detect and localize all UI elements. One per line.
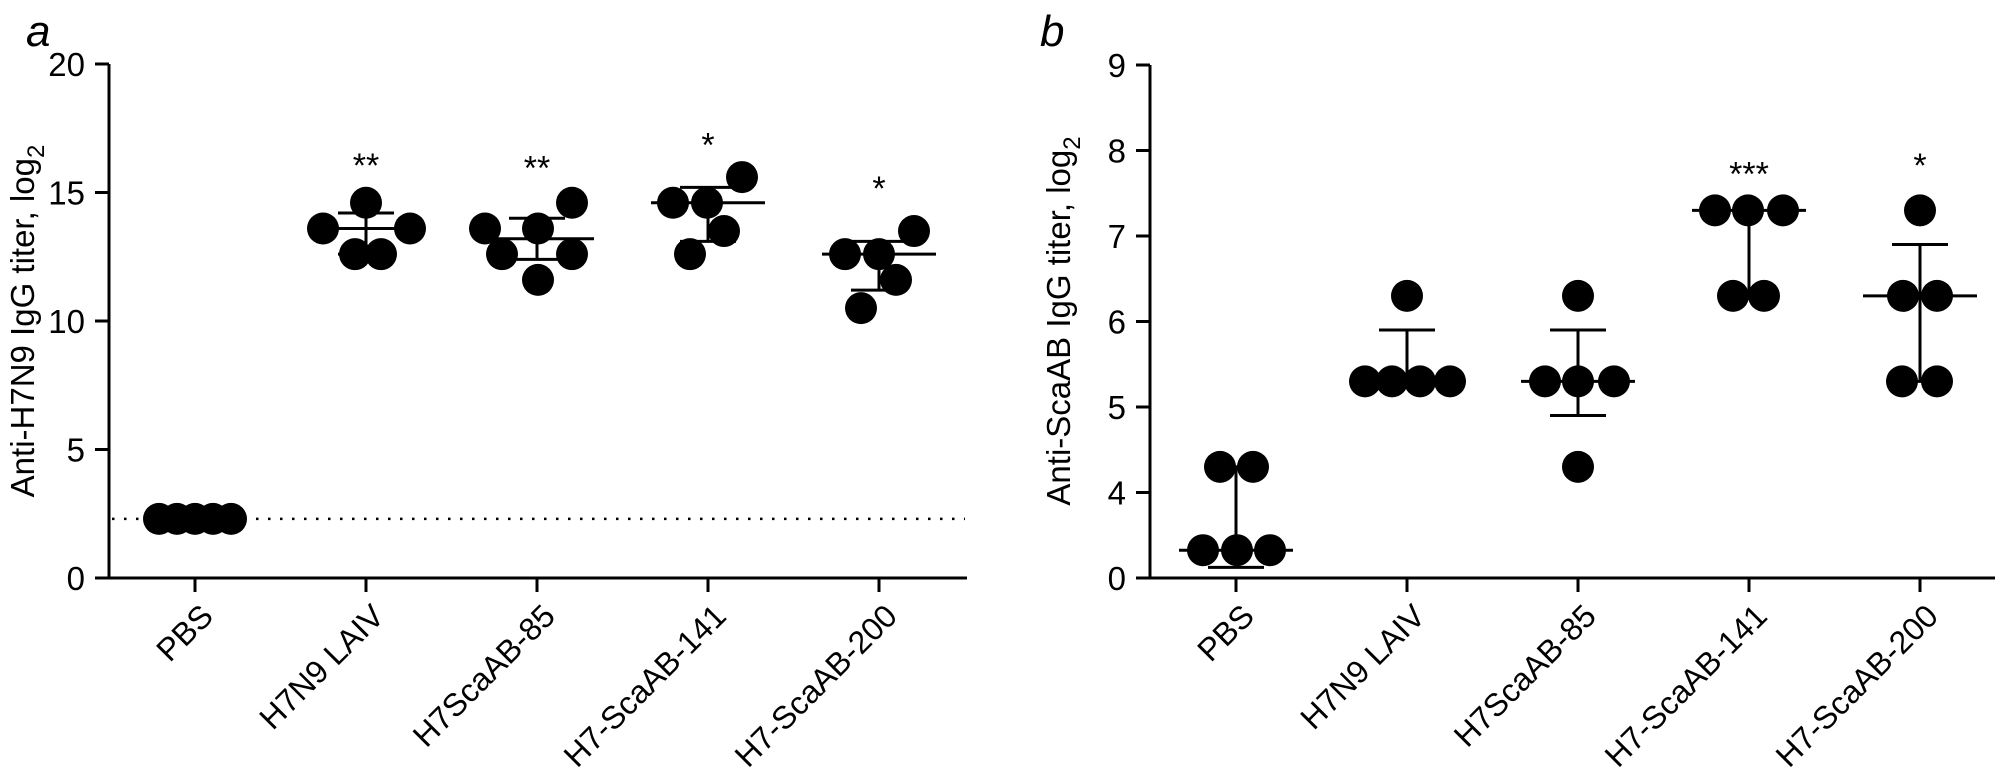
data-point: [1349, 365, 1381, 398]
data-point: [1921, 279, 1953, 312]
x-category-label: H7N9 LAIV: [252, 597, 391, 736]
data-point: [1391, 279, 1423, 312]
y-tick-label: 0: [67, 560, 85, 597]
data-point: [350, 186, 382, 219]
data-point: [1237, 450, 1269, 483]
data-point: [1204, 450, 1236, 483]
data-point: [1904, 194, 1936, 227]
data-point: [674, 238, 706, 271]
group-H7ScaAB-85: [1521, 279, 1635, 483]
x-category-label: H7-ScaAB-141: [557, 597, 733, 773]
data-point: [845, 292, 877, 325]
data-point: [726, 161, 758, 194]
y-tick-label: 4: [1108, 475, 1126, 512]
significance-label: **: [524, 150, 550, 188]
x-category-label: H7N9 LAIV: [1293, 597, 1432, 736]
data-point: [1404, 365, 1436, 398]
significance-label: **: [353, 147, 379, 185]
data-point: [1717, 279, 1749, 312]
data-point: [1434, 365, 1466, 398]
data-point: [486, 238, 518, 271]
data-point: [1562, 450, 1594, 483]
data-point: [522, 263, 554, 296]
data-point: [1529, 365, 1561, 398]
x-category-label: H7-ScaAB-200: [1769, 597, 1945, 773]
data-point: [708, 215, 740, 248]
data-point: [829, 238, 861, 271]
group-H7-ScaAB-141: ***: [1692, 156, 1806, 312]
y-tick-label: 8: [1108, 133, 1126, 170]
x-category-label: PBS: [149, 597, 220, 668]
data-point: [556, 186, 588, 219]
y-tick-label: 20: [48, 46, 85, 83]
data-point: [1562, 365, 1594, 398]
data-point: [522, 212, 554, 245]
data-point: [1887, 279, 1919, 312]
data-point: [863, 238, 895, 271]
group-H7-ScaAB-141: *: [651, 127, 765, 271]
panel-b: b 0 4 5 6 7 8 9 Anti-ScaAB IgG titer, log2 PBS H7N…: [1040, 7, 1995, 774]
y-tick-label: 10: [48, 303, 85, 340]
data-point: [657, 186, 689, 219]
data-point: [394, 212, 426, 245]
data-point: [1254, 534, 1286, 567]
data-point: [1699, 194, 1731, 227]
group-PBS: [1179, 450, 1293, 569]
data-point: [691, 186, 723, 219]
panel-label-b: b: [1040, 7, 1064, 56]
x-category-label: H7-ScaAB-141: [1598, 597, 1774, 773]
x-category-label: H7ScaAB-85: [1447, 597, 1603, 753]
significance-label: *: [701, 127, 714, 165]
data-point: [1767, 194, 1799, 227]
x-category-label: H7ScaAB-85: [406, 597, 562, 753]
data-point: [1187, 534, 1219, 567]
group-H7N9 LAIV: **: [307, 147, 426, 271]
significance-label: ***: [1729, 156, 1769, 194]
data-point: [1598, 365, 1630, 398]
y-tick-label: 9: [1108, 47, 1126, 84]
data-point: [1748, 279, 1780, 312]
group-H7N9 LAIV: [1349, 279, 1466, 398]
y-tick-label: 6: [1108, 304, 1126, 341]
y-tick-label: 7: [1108, 218, 1126, 255]
data-point: [339, 238, 371, 271]
group-PBS: [143, 502, 247, 535]
data-point: [1921, 365, 1953, 398]
data-point: [898, 215, 930, 248]
data-point: [215, 502, 247, 535]
y-tick-label: 5: [1108, 389, 1126, 426]
data-point: [1562, 279, 1594, 312]
y-tick-label: 15: [48, 175, 85, 212]
data-point: [880, 263, 912, 296]
panel-a: a 0 5 10 15 20 Anti-H7N9 IgG titer, log2 PBS H7N…: [4, 7, 967, 774]
group-H7-ScaAB-200: *: [822, 170, 936, 325]
y-tick-label: 5: [67, 432, 85, 469]
group-H7ScaAB-85: **: [469, 150, 594, 296]
significance-label: *: [872, 170, 885, 208]
y-tick-label: 0: [1108, 560, 1126, 597]
y-axis-title: Anti-ScaAB IgG titer, log2: [1040, 136, 1086, 505]
data-point: [469, 212, 501, 245]
x-category-label: H7-ScaAB-200: [728, 597, 904, 773]
y-axis-title: Anti-H7N9 IgG titer, log2: [4, 145, 50, 498]
data-point: [1221, 534, 1253, 567]
data-point: [1376, 365, 1408, 398]
data-point: [556, 238, 588, 271]
data-point: [1732, 194, 1764, 227]
panel-label-a: a: [26, 7, 50, 56]
data-point: [307, 212, 339, 245]
x-category-label: PBS: [1190, 597, 1261, 668]
data-point: [1886, 365, 1918, 398]
group-H7-ScaAB-200: *: [1863, 147, 1977, 398]
data-point: [365, 238, 397, 271]
significance-label: *: [1913, 147, 1926, 185]
